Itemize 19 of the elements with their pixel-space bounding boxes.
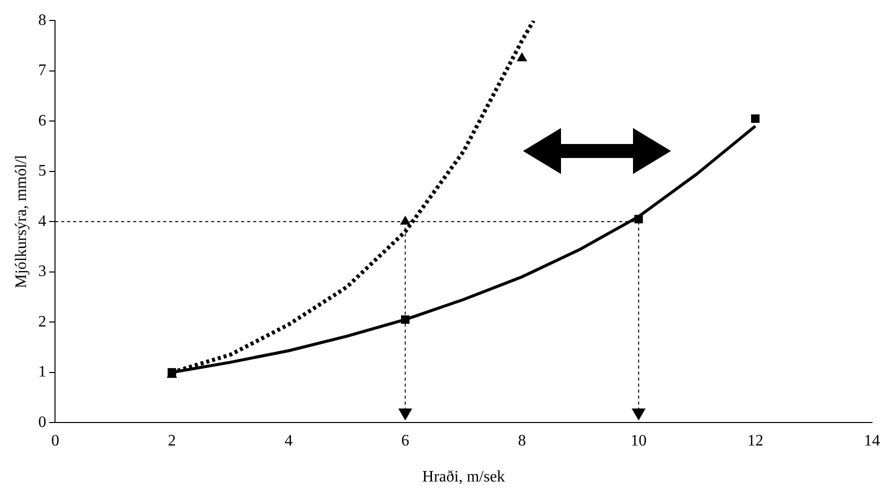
y-tick-label: 2 [38,313,46,330]
x-tick-label: 12 [747,432,764,450]
x-tick-label: 4 [284,432,293,450]
x-tick-label: 8 [518,432,526,450]
y-tick-label: 5 [38,162,46,180]
x-tick-label: 10 [630,432,647,450]
y-tick-label: 4 [38,212,46,230]
x-axis-title: Hraði, m/sek [422,468,505,486]
x-tick-label: 2 [168,432,176,450]
y-tick-label: 1 [38,364,46,381]
y-tick-label: 0 [38,414,46,431]
x-tick-label: 6 [401,432,410,450]
y-tick-label: 3 [38,263,46,280]
y-axis-title: Mjólkursýra, mmól/l [12,154,30,288]
y-tick-label: 8 [38,12,46,29]
x-tick-label: 14 [864,432,880,450]
y-tick-label: 7 [38,62,46,80]
y-tick-label: 6 [38,112,46,130]
x-tick-label: 0 [51,432,60,450]
